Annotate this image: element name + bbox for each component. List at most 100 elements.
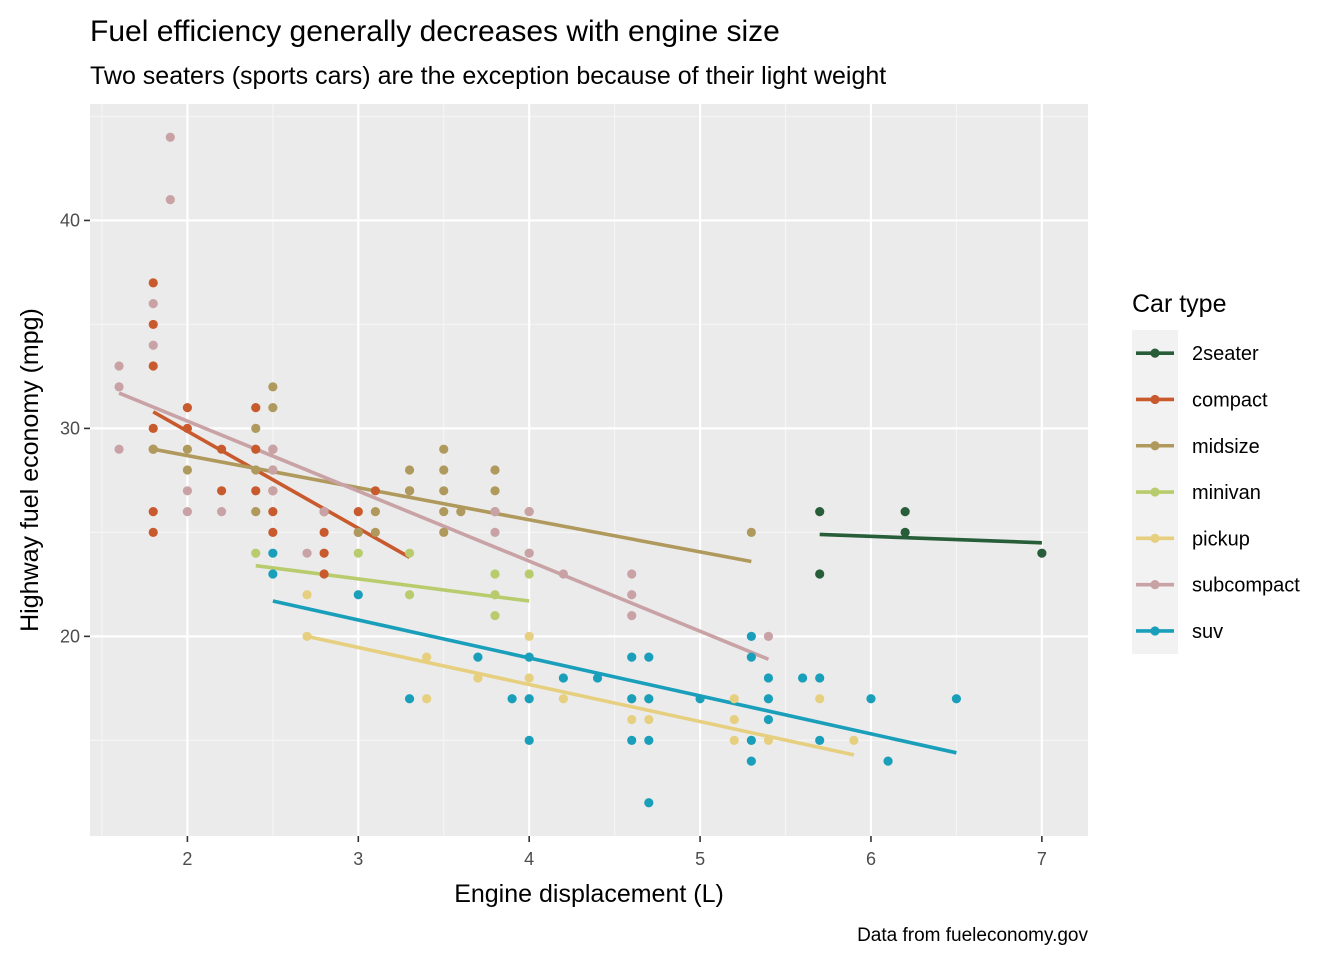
data-point-midsize [370, 506, 380, 517]
data-point-2seater [900, 527, 910, 537]
legend-key-point [1150, 394, 1160, 405]
data-point-midsize [182, 444, 193, 454]
data-point-subcompact [148, 299, 158, 309]
data-point-subcompact [216, 506, 227, 517]
data-point-suv [951, 694, 962, 704]
data-point-suv [815, 673, 825, 683]
data-point-midsize [456, 506, 466, 517]
legend-title: Car type [1132, 290, 1226, 318]
legend-key-point [1150, 626, 1160, 636]
data-point-suv [644, 694, 654, 704]
data-point-suv [627, 652, 637, 662]
legend-key-point [1150, 441, 1160, 451]
data-point-suv [268, 569, 278, 579]
data-point-midsize [746, 527, 756, 537]
data-point-midsize [268, 382, 278, 392]
data-point-subcompact [490, 506, 500, 517]
legend-label: midsize [1192, 436, 1260, 458]
x-tick-label: 6 [866, 849, 876, 869]
data-point-minivan [490, 569, 500, 579]
x-tick-label: 3 [353, 849, 363, 869]
data-point-2seater [900, 506, 910, 517]
data-point-pickup [524, 631, 534, 641]
data-point-compact [216, 486, 227, 496]
data-point-compact [319, 569, 329, 579]
data-point-midsize [251, 423, 261, 434]
data-point-subcompact [268, 465, 278, 475]
data-point-minivan [251, 548, 261, 558]
data-point-suv [746, 756, 756, 766]
x-tick-label: 5 [695, 849, 705, 869]
data-point-pickup [849, 735, 859, 745]
legend-item-pickup: pickup [1136, 528, 1250, 550]
data-points [114, 132, 1047, 808]
data-point-compact [182, 403, 193, 413]
data-point-midsize [490, 486, 500, 496]
data-point-compact [216, 444, 227, 454]
data-point-suv [592, 673, 603, 683]
data-point-midsize [370, 527, 380, 537]
data-point-compact [148, 361, 158, 371]
data-point-minivan [404, 590, 415, 600]
data-point-pickup [763, 735, 774, 745]
data-point-pickup [729, 714, 739, 725]
data-point-midsize [439, 444, 449, 454]
data-point-suv [798, 673, 808, 683]
legend-label: 2seater [1192, 343, 1259, 365]
legend-label: pickup [1192, 528, 1250, 550]
data-point-subcompact [763, 631, 774, 641]
data-point-subcompact [114, 361, 124, 371]
data-point-subcompact [524, 506, 534, 517]
data-point-compact [370, 486, 380, 496]
legend-item-subcompact: subcompact [1136, 575, 1300, 597]
data-point-subcompact [524, 548, 534, 558]
legend-item-compact: compact [1136, 389, 1268, 411]
plot-panel [90, 104, 1088, 836]
trend-line-pickup [306, 634, 855, 757]
data-point-minivan [490, 610, 500, 621]
data-point-subcompact [627, 590, 637, 600]
chart-caption: Data from fueleconomy.gov [857, 925, 1088, 946]
y-axis-ticks: 20 30 40 [60, 210, 90, 646]
legend-item-minivan: minivan [1136, 482, 1261, 504]
data-point-midsize [268, 403, 278, 413]
data-point-compact [148, 423, 158, 434]
data-point-suv [627, 694, 637, 704]
data-point-suv [627, 735, 637, 745]
x-tick-label: 7 [1037, 849, 1047, 869]
legend-label: compact [1192, 389, 1268, 411]
data-point-pickup [644, 714, 654, 725]
trend-line-2seater [819, 532, 1042, 545]
data-point-compact [148, 506, 158, 517]
data-point-compact [182, 423, 193, 434]
legend-item-suv: suv [1136, 621, 1223, 643]
data-point-pickup [422, 652, 432, 662]
data-point-suv [695, 694, 705, 704]
y-tick-label: 40 [60, 210, 80, 230]
data-point-minivan [524, 569, 534, 579]
legend-key-point [1150, 533, 1160, 543]
data-point-midsize [353, 527, 363, 537]
data-point-suv [746, 652, 756, 662]
data-point-subcompact [268, 444, 278, 454]
data-point-suv [644, 652, 654, 662]
trend-line-compact [152, 410, 411, 559]
data-point-midsize [439, 465, 449, 475]
data-point-2seater [815, 569, 825, 579]
data-point-pickup [302, 631, 312, 641]
data-point-2seater [1037, 548, 1047, 558]
data-point-subcompact [268, 486, 278, 496]
trend-line-suv [272, 599, 957, 755]
data-point-subcompact [558, 569, 568, 579]
data-point-minivan [404, 548, 415, 558]
data-point-midsize [404, 465, 415, 475]
legend-key-point [1150, 580, 1160, 590]
data-point-subcompact [627, 569, 637, 579]
data-point-pickup [302, 590, 312, 600]
data-point-suv [866, 694, 876, 704]
data-point-midsize [251, 506, 261, 517]
data-point-suv [404, 694, 415, 704]
data-point-pickup [729, 694, 739, 704]
legend: Car type 2seater compact midsize minivan pic… [1132, 290, 1300, 654]
data-point-compact [251, 444, 261, 454]
